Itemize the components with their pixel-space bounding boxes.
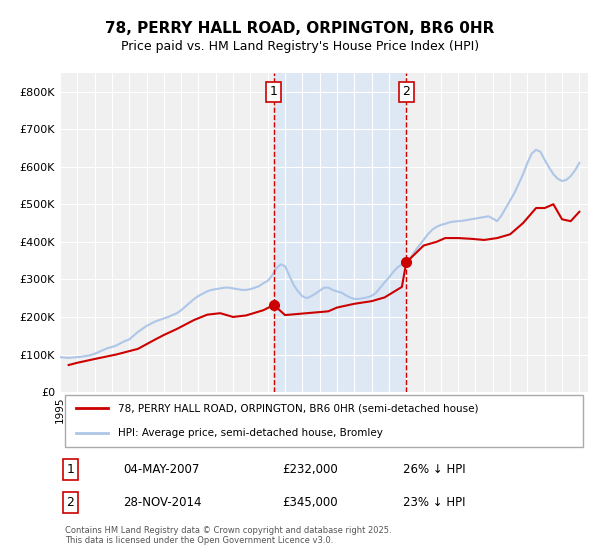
Text: 26% ↓ HPI: 26% ↓ HPI (403, 463, 466, 476)
Text: Contains HM Land Registry data © Crown copyright and database right 2025.
This d: Contains HM Land Registry data © Crown c… (65, 526, 392, 545)
Text: 78, PERRY HALL ROAD, ORPINGTON, BR6 0HR (semi-detached house): 78, PERRY HALL ROAD, ORPINGTON, BR6 0HR … (118, 403, 479, 413)
Text: 04-MAY-2007: 04-MAY-2007 (124, 463, 200, 476)
Text: 1: 1 (270, 86, 278, 99)
Text: 1: 1 (67, 463, 74, 476)
Bar (274, 73, 406, 392)
Text: 28-NOV-2014: 28-NOV-2014 (124, 496, 202, 509)
FancyBboxPatch shape (65, 395, 583, 447)
Text: £345,000: £345,000 (282, 496, 337, 509)
Text: £232,000: £232,000 (282, 463, 338, 476)
Text: 23% ↓ HPI: 23% ↓ HPI (403, 496, 466, 509)
Text: Price paid vs. HM Land Registry's House Price Index (HPI): Price paid vs. HM Land Registry's House … (121, 40, 479, 53)
Text: 2: 2 (67, 496, 74, 509)
Text: 2: 2 (402, 86, 410, 99)
Text: HPI: Average price, semi-detached house, Bromley: HPI: Average price, semi-detached house,… (118, 428, 383, 438)
Text: 78, PERRY HALL ROAD, ORPINGTON, BR6 0HR: 78, PERRY HALL ROAD, ORPINGTON, BR6 0HR (106, 21, 494, 36)
